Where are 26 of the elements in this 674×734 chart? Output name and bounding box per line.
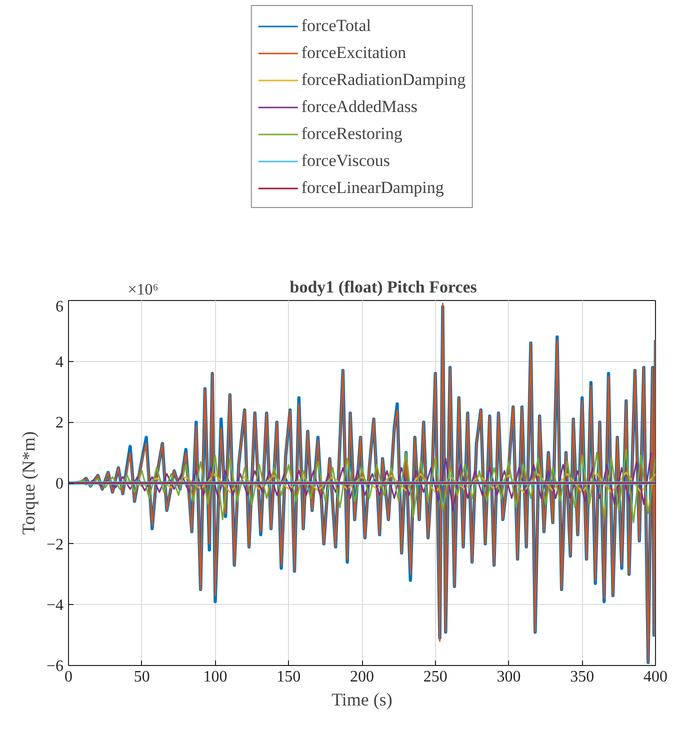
legend-label: forceViscous [301,150,390,172]
y-axis-title: Torque (N*m) [18,431,38,535]
legend-label: forceLinearDamping [301,176,444,199]
legend-label: forceExcitation [301,42,406,64]
y-tick-label: 4 [56,354,64,371]
y-tick-label: −4 [46,597,64,614]
x-tick-label: 50 [134,668,150,686]
y-tick-label: −6 [46,658,64,675]
chart-title: body1 (float) Pitch Forces [290,278,478,296]
x-tick-label: 100 [203,668,228,686]
x-tick-label: 300 [496,668,521,686]
legend-label: forceTotal [301,14,371,36]
y-tick-label: 0 [56,476,64,492]
text: ×10⁶ [128,282,158,298]
x-tick-label: 250 [423,668,448,686]
x-tick-label: 400 [644,668,668,686]
x-axis-title: Time (s) [332,690,392,710]
legend-label: forceAddedMass [301,96,418,118]
y-tick-label: 2 [56,414,64,432]
x-tick-label: 150 [276,668,301,686]
x-tick-label: 350 [570,668,594,686]
y-tick-label: 6 [56,298,64,316]
y-tick-label: −2 [46,536,64,554]
legend-label: forceRadiationDamping [301,68,466,91]
legend-label: forceRestoring [301,122,402,145]
x-tick-label: 200 [350,668,374,686]
